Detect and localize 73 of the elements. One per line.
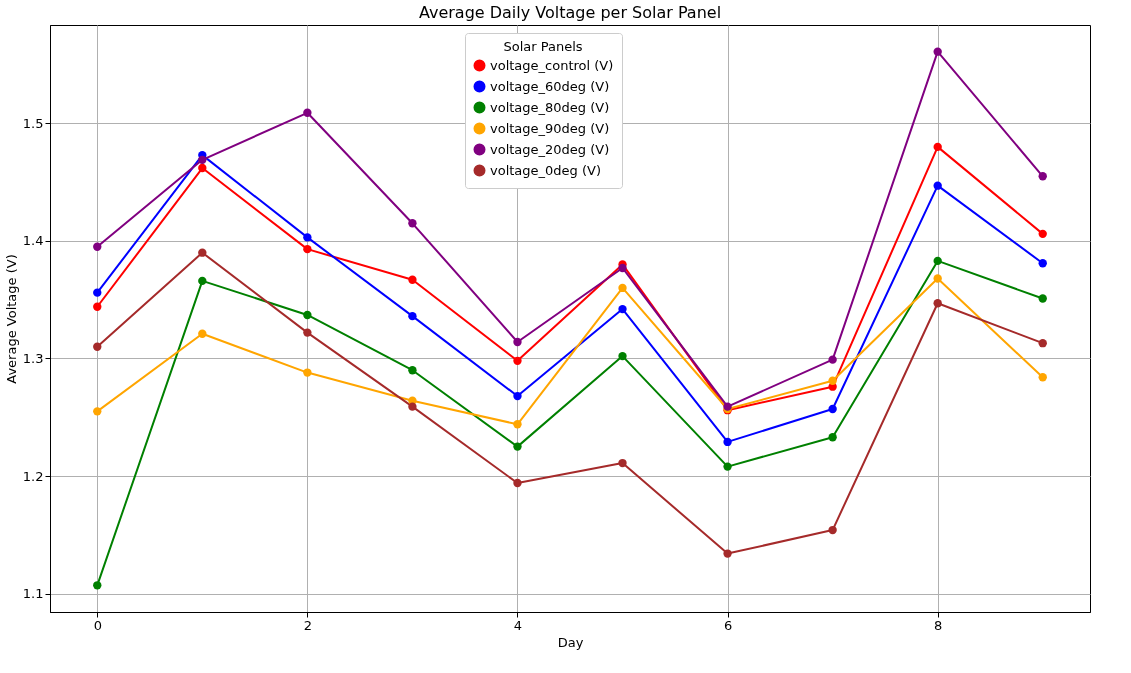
point bbox=[93, 302, 102, 311]
point bbox=[618, 351, 627, 361]
point bbox=[618, 304, 627, 314]
point bbox=[93, 288, 102, 297]
point bbox=[933, 256, 942, 266]
y-tick-label: 1.4 bbox=[22, 233, 44, 249]
point bbox=[723, 462, 732, 471]
x-tick-label: 2 bbox=[303, 617, 313, 633]
point bbox=[1038, 229, 1047, 239]
point bbox=[933, 142, 942, 152]
y-tick-label: 1.5 bbox=[22, 115, 44, 131]
x-axis-title: Day bbox=[557, 634, 584, 650]
point bbox=[828, 433, 837, 442]
point bbox=[303, 310, 312, 320]
point bbox=[513, 442, 522, 451]
point bbox=[198, 329, 207, 338]
y-axis-title: Average Voltage (V) bbox=[3, 254, 19, 384]
point bbox=[408, 219, 417, 228]
point bbox=[1038, 172, 1047, 181]
point bbox=[933, 181, 942, 190]
point bbox=[513, 356, 522, 365]
point bbox=[303, 244, 312, 254]
point bbox=[513, 391, 522, 401]
point bbox=[933, 299, 942, 308]
point bbox=[1038, 294, 1047, 303]
point bbox=[198, 276, 207, 286]
point bbox=[1038, 339, 1047, 348]
legend-label: voltage_control (V) bbox=[490, 57, 614, 73]
point bbox=[198, 155, 207, 164]
legend-label: voltage_20deg (V) bbox=[490, 141, 610, 157]
point bbox=[303, 368, 312, 377]
point bbox=[1038, 373, 1047, 382]
y-tick-label: 1.2 bbox=[22, 468, 44, 484]
legend-label: voltage_90deg (V) bbox=[490, 120, 610, 136]
point bbox=[198, 163, 207, 173]
legend-label: voltage_0deg (V) bbox=[490, 162, 602, 178]
point bbox=[513, 420, 522, 429]
point bbox=[513, 478, 522, 488]
point bbox=[408, 275, 417, 284]
x-tick-label: 4 bbox=[513, 617, 523, 633]
point bbox=[198, 248, 207, 257]
point bbox=[93, 342, 102, 351]
point bbox=[828, 404, 837, 414]
legend-title: Solar Panels bbox=[503, 39, 583, 54]
point bbox=[828, 376, 837, 385]
y-tick-label: 1.1 bbox=[22, 586, 44, 602]
legend-label: voltage_80deg (V) bbox=[490, 99, 610, 115]
y-tick-label: 1.3 bbox=[22, 350, 44, 366]
point bbox=[828, 525, 837, 535]
point bbox=[408, 311, 417, 321]
point bbox=[933, 274, 942, 283]
point bbox=[93, 581, 102, 590]
point bbox=[93, 407, 102, 416]
x-tick-label: 0 bbox=[93, 617, 102, 633]
point bbox=[618, 283, 627, 293]
point bbox=[723, 549, 732, 558]
point bbox=[933, 47, 942, 56]
x-tick-label: 6 bbox=[723, 617, 733, 633]
point bbox=[408, 402, 417, 411]
chart-title: Average Daily Voltage per Solar Panel bbox=[418, 3, 722, 22]
point bbox=[408, 366, 417, 375]
point bbox=[828, 355, 837, 364]
point bbox=[618, 458, 627, 468]
point bbox=[303, 108, 312, 117]
point bbox=[93, 242, 102, 251]
x-tick-label: 8 bbox=[934, 617, 943, 633]
point bbox=[513, 337, 522, 347]
point bbox=[303, 328, 312, 337]
point bbox=[1038, 259, 1047, 268]
point bbox=[723, 437, 732, 447]
point bbox=[303, 233, 312, 242]
legend-label: voltage_60deg (V) bbox=[490, 78, 610, 94]
point bbox=[618, 263, 627, 273]
